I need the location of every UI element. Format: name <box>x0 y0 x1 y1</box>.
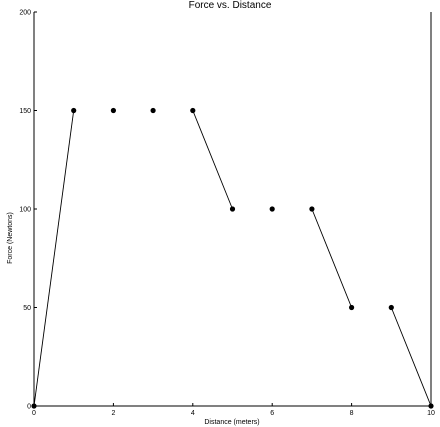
data-point <box>110 107 116 114</box>
x-axis-label: Distance (meters) <box>204 419 259 426</box>
data-point <box>428 403 434 409</box>
data-point <box>31 403 37 409</box>
y-tick-label: 50 <box>23 305 31 312</box>
data-point <box>150 107 156 114</box>
series-segment <box>390 307 432 407</box>
ticks-layer: 0 50 100 150 200 0 2 4 6 8 10 <box>19 10 435 418</box>
x-tick-label: 2 <box>111 410 115 417</box>
data-point <box>229 206 236 212</box>
data-point <box>190 107 196 114</box>
chart-title: Force vs. Distance <box>189 0 272 11</box>
series-segment <box>311 208 353 308</box>
data-point <box>309 206 315 212</box>
y-tick-label: 100 <box>19 207 31 214</box>
series-segment <box>192 110 233 210</box>
data-point <box>269 206 275 212</box>
series-lines-layer <box>33 110 432 407</box>
y-tick-label: 150 <box>19 108 31 115</box>
series-segment <box>33 110 75 407</box>
data-points-layer <box>31 107 434 409</box>
x-tick-label: 4 <box>191 410 195 417</box>
data-point <box>71 107 77 114</box>
data-point <box>388 304 394 311</box>
x-tick-label: 8 <box>350 410 354 417</box>
data-point <box>349 304 355 311</box>
x-tick-label: 0 <box>32 410 36 417</box>
x-tick-label: 6 <box>270 410 274 417</box>
x-tick-label: 10 <box>427 410 435 417</box>
y-tick-label: 200 <box>19 10 31 17</box>
y-axis-label: Force (Newtons) <box>7 212 14 264</box>
y-tick-label: 0 <box>27 404 31 411</box>
